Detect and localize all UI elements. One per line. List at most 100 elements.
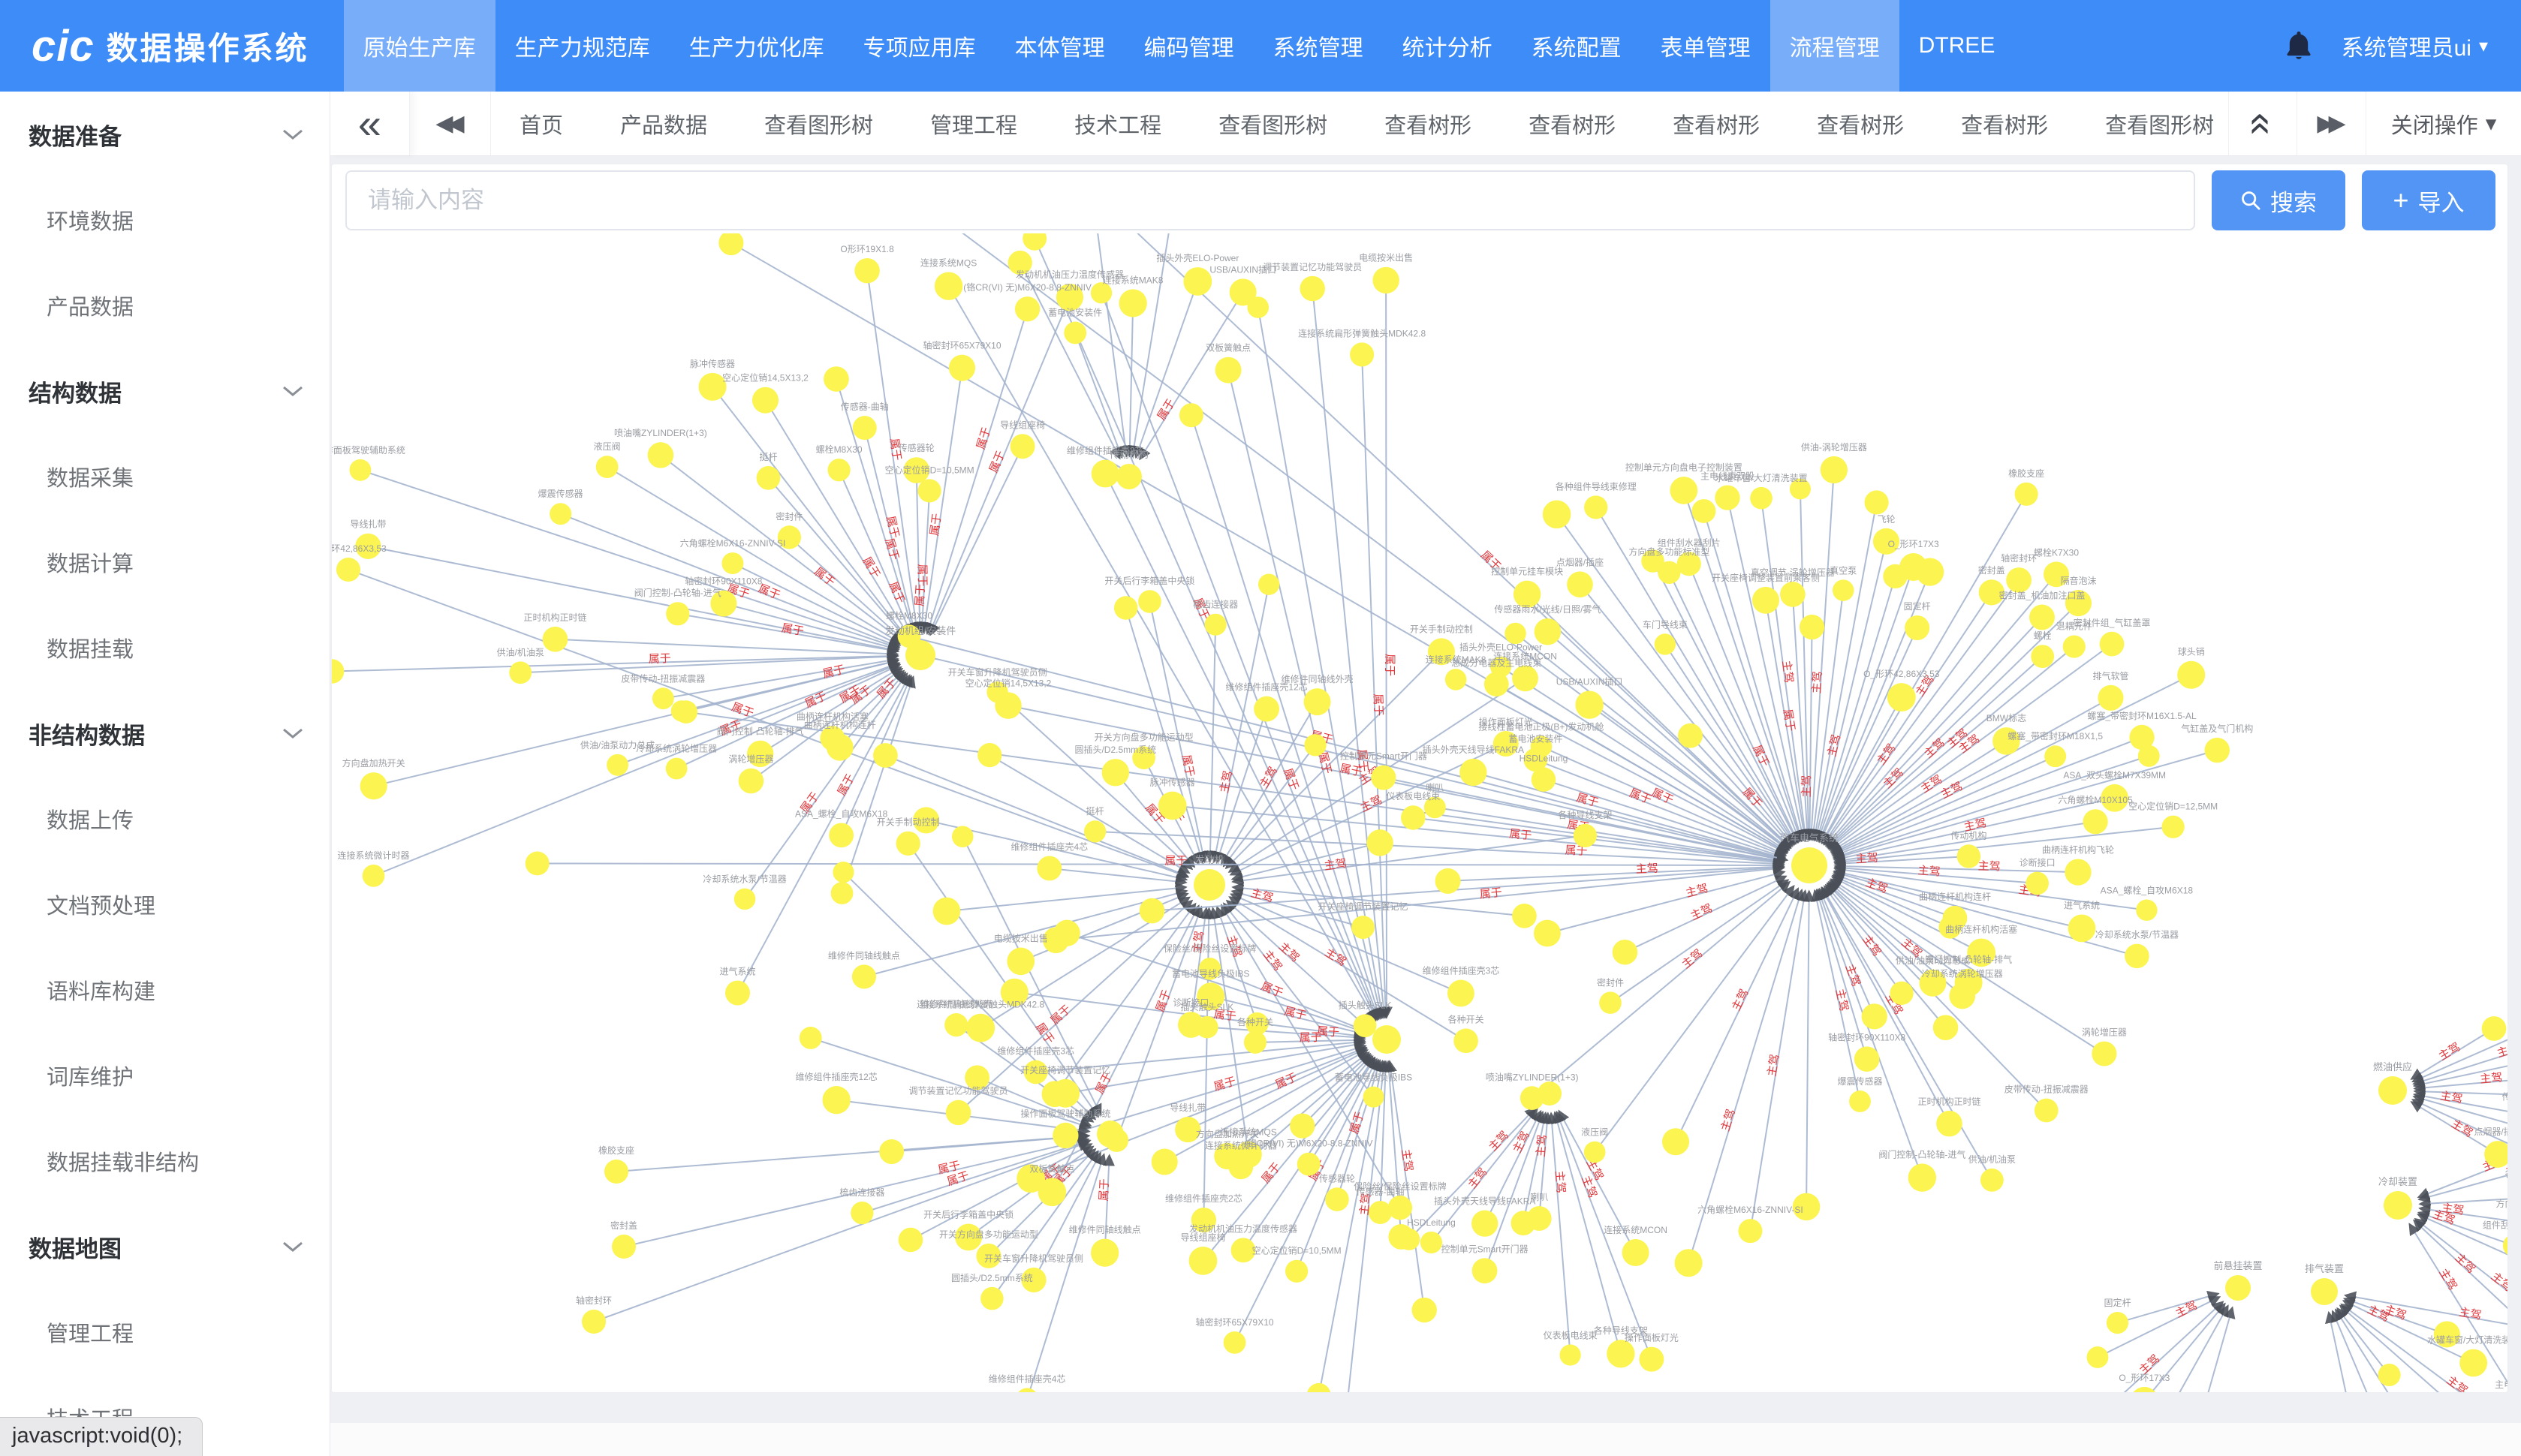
graph-node[interactable] [1090,282,1113,304]
graph-node[interactable] [2098,684,2124,711]
graph-node[interactable] [1512,904,1537,928]
graph-node[interactable] [932,897,961,925]
graph-node[interactable] [710,590,737,617]
graph-node[interactable] [1091,459,1119,488]
graph-node[interactable] [733,888,756,910]
graph-node[interactable] [830,882,854,904]
graph-node[interactable] [607,754,629,776]
graph-node[interactable] [1670,477,1698,504]
tab-1[interactable]: 产品数据 [620,113,708,138]
graph-node[interactable] [1051,1078,1080,1108]
graph-node[interactable] [1949,982,1976,1009]
graph-node[interactable] [751,387,779,414]
sidebar-item-3-0[interactable]: 管理工程 [47,1322,134,1346]
graph-node[interactable] [1188,1247,1218,1275]
graph-node[interactable] [1401,805,1426,830]
graph-node[interactable] [2378,1364,2401,1387]
sidebar-item-2-1[interactable]: 文档预处理 [47,895,156,919]
graph-node[interactable] [1932,1015,1959,1040]
sidebar-section-0[interactable]: 数据准备 [0,92,330,177]
graph-node[interactable] [1198,958,1221,980]
graph-node[interactable] [1916,558,1944,586]
graph-node[interactable] [822,1086,851,1115]
graph-node[interactable] [2044,561,2069,588]
graph-node[interactable] [1053,919,1080,946]
collapse-panel-icon[interactable]: « [2228,92,2297,155]
graph-node[interactable] [995,692,1022,719]
graph-node[interactable] [1887,683,1916,712]
sidebar-section-3[interactable]: 数据地图 [0,1204,330,1289]
graph-node[interactable] [1056,284,1084,311]
scroll-tabs-right-icon[interactable]: ▶▶ [2297,92,2366,155]
graph-node[interactable] [1864,490,1889,515]
graph-node[interactable] [1750,486,1773,510]
graph-node[interactable] [1017,1164,1046,1193]
nav-item-7[interactable]: 统计分析 [1402,36,1492,61]
graph-node[interactable] [1138,590,1161,613]
graph-node[interactable] [721,552,744,575]
graph-node[interactable] [1151,1148,1178,1175]
sidebar-item-1-2[interactable]: 数据挂载 [47,638,134,662]
graph-node[interactable] [349,459,372,481]
graph-node[interactable] [1204,613,1227,636]
graph-node[interactable] [1471,1258,1498,1284]
graph-node[interactable] [1676,552,1701,576]
graph-node[interactable] [2502,1235,2507,1257]
graph-node[interactable] [1254,696,1279,722]
graph-node[interactable] [1245,1012,1269,1036]
nav-item-8[interactable]: 系统配置 [1531,36,1622,61]
graph-node[interactable] [1297,1152,1321,1176]
graph-node[interactable] [879,1139,905,1164]
graph-node[interactable] [1000,978,1029,1006]
graph-node[interactable] [1427,638,1455,666]
graph-hub-node[interactable] [1538,1081,1562,1106]
nav-item-4[interactable]: 本体管理 [1014,36,1105,61]
graph-node[interactable] [980,1286,1004,1310]
graph-node[interactable] [1420,1231,1443,1254]
nav-item-1[interactable]: 生产力规范库 [514,36,650,61]
graph-node[interactable] [1372,266,1399,294]
graph-node[interactable] [944,1013,968,1037]
graph-node[interactable] [1038,1178,1067,1207]
graph-node[interactable] [1967,938,1996,967]
graph-node[interactable] [898,1227,923,1253]
tab-9[interactable]: 查看树形 [1817,113,1905,138]
graph-node[interactable] [2129,724,2155,751]
graph-node[interactable] [1290,1113,1315,1139]
tab-6[interactable]: 查看树形 [1384,113,1472,138]
graph-node[interactable] [934,272,963,300]
graph-node[interactable] [1534,618,1562,645]
graph-node[interactable] [1799,614,1825,640]
graph-node[interactable] [1435,868,1461,894]
graph-node[interactable] [1444,669,1467,690]
graph-node[interactable] [2083,809,2108,835]
graph-node[interactable] [1139,898,1165,924]
graph-node[interactable] [852,416,877,441]
graph-node[interactable] [945,1100,971,1126]
graph-node[interactable] [1504,622,1526,645]
graph-node[interactable] [1639,1346,1664,1372]
graph-node[interactable] [1872,528,1900,555]
search-button[interactable]: 搜索 [2212,170,2345,230]
graph-node[interactable] [1369,1201,1392,1224]
graph-node[interactable] [829,823,854,848]
graph-node[interactable] [1584,495,1608,519]
graph-node[interactable] [332,659,345,684]
graph-node[interactable] [951,826,974,847]
graph-node[interactable] [917,479,941,503]
graph-node[interactable] [966,1013,995,1042]
graph-node[interactable] [1175,1116,1201,1143]
graph-node[interactable] [1257,573,1280,595]
graph-hub-node[interactable] [2384,1191,2412,1220]
graph-node[interactable] [1447,979,1474,1007]
graph-node[interactable] [820,726,845,751]
graph-node[interactable] [1214,1142,1241,1170]
graph-node[interactable] [2459,1349,2488,1377]
graph-node[interactable] [1113,596,1138,620]
graph-node[interactable] [1411,1297,1437,1323]
graph-node[interactable] [1179,403,1203,428]
sidebar-item-2-4[interactable]: 数据挂载非结构 [47,1151,200,1175]
graph-node[interactable] [718,233,744,256]
graph-node[interactable] [2106,1311,2129,1334]
sidebar-item-1-1[interactable]: 数据计算 [47,552,134,576]
